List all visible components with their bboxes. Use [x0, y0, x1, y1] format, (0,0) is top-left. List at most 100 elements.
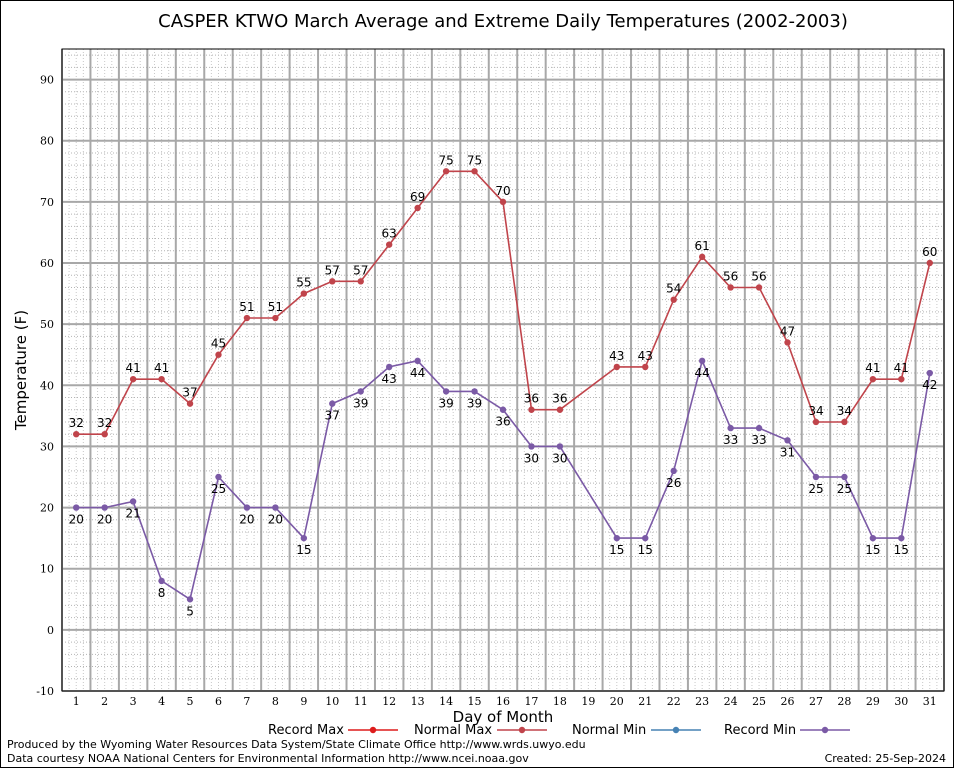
data-point: [755, 284, 763, 291]
x-tick-label: 11: [354, 695, 368, 708]
data-point: [528, 443, 535, 450]
data-point: [186, 596, 194, 603]
x-tick-label: 3: [130, 695, 137, 708]
x-tick-label: 25: [752, 695, 766, 708]
data-point: [670, 467, 677, 475]
data-label: 60: [922, 245, 937, 259]
x-tick-label: 10: [325, 695, 339, 708]
series-line-normal-max: [76, 170, 931, 436]
data-label: 42: [922, 378, 937, 392]
legend: Record Max Normal Max Normal Min Record Min: [268, 723, 850, 738]
data-label: 36: [552, 392, 567, 406]
data-point: [727, 424, 734, 432]
data-label: 15: [638, 543, 653, 557]
data-label: 39: [353, 396, 368, 410]
data-point: [499, 406, 507, 413]
data-label: 47: [780, 324, 795, 338]
data-point: [414, 357, 421, 365]
x-tick-label: 27: [809, 695, 823, 708]
data-point: [73, 504, 80, 511]
x-tick-label: 13: [411, 695, 425, 708]
data-label: 36: [495, 415, 510, 429]
chart-title: CASPER KTWO March Average and Extreme Da…: [158, 11, 848, 32]
data-point: [784, 339, 791, 346]
legend-marker: [369, 726, 377, 734]
data-point: [300, 534, 308, 542]
data-label: 75: [467, 153, 482, 167]
data-point: [898, 534, 905, 542]
data-label: 41: [154, 361, 169, 375]
data-point: [243, 314, 251, 322]
data-point: [129, 375, 137, 383]
data-point: [471, 168, 478, 175]
data-label: 39: [467, 396, 482, 410]
data-point: [812, 418, 820, 426]
y-tick-label: 80: [40, 135, 54, 148]
data-point: [613, 534, 621, 542]
plot-border: [61, 48, 945, 692]
data-point: [926, 259, 933, 267]
data-point: [442, 168, 450, 175]
data-label: 51: [239, 300, 254, 314]
data-point: [642, 363, 649, 371]
data-label: 75: [438, 153, 453, 167]
data-label: 8: [158, 586, 166, 600]
data-label: 37: [325, 409, 340, 423]
data-label: 70: [495, 184, 510, 198]
data-point: [698, 253, 706, 261]
data-point: [329, 400, 336, 407]
data-point: [556, 406, 564, 413]
data-point: [898, 375, 905, 383]
data-point: [869, 375, 877, 383]
data-point: [755, 424, 763, 432]
data-point: [73, 431, 80, 438]
data-label: 30: [552, 451, 567, 465]
data-point: [414, 204, 421, 212]
data-label: 25: [837, 482, 852, 496]
y-tick-label: 50: [40, 318, 54, 331]
series-line-record-min: [76, 358, 931, 601]
x-tick-label: 8: [272, 695, 279, 708]
data-point: [385, 241, 393, 248]
data-point: [698, 357, 706, 365]
y-tick-label: 40: [40, 379, 54, 392]
data-label: 57: [325, 263, 340, 277]
data-point: [300, 290, 308, 297]
data-label: 39: [438, 396, 453, 410]
x-tick-label: 1: [73, 695, 80, 708]
legend-label: Normal Max: [414, 723, 492, 738]
legend-marker: [672, 726, 680, 734]
x-tick-label: 29: [866, 695, 880, 708]
data-labels-layer: 32 32 41 41 37 45 51 51 55 57 57 63 69 75 75 70 36 36 43 43…: [69, 153, 938, 618]
data-label: 20: [97, 513, 112, 527]
data-point: [784, 437, 791, 444]
data-label: 37: [182, 386, 197, 400]
data-label: 36: [524, 392, 539, 406]
data-label: 20: [69, 513, 84, 527]
legend-marker: [821, 726, 829, 734]
data-label: 15: [296, 543, 311, 557]
data-point: [357, 278, 364, 285]
data-label: 32: [97, 416, 112, 430]
data-label: 20: [239, 513, 254, 527]
data-label: 33: [723, 433, 738, 447]
x-tick-label: 28: [837, 695, 851, 708]
data-label: 15: [609, 543, 624, 557]
data-label: 31: [780, 445, 795, 459]
footer-data-courtesy: Data courtesy NOAA National Centers for …: [7, 752, 529, 765]
footer-produced-by: Produced by the Wyoming Water Resources …: [7, 738, 586, 751]
data-label: 69: [410, 190, 425, 204]
y-tick-label: -10: [36, 685, 54, 698]
data-label: 25: [211, 482, 226, 496]
x-tick-label: 4: [158, 695, 165, 708]
x-tick-label: 21: [638, 695, 652, 708]
data-label: 15: [894, 543, 909, 557]
data-point: [926, 369, 933, 377]
data-point: [528, 406, 535, 413]
data-point: [869, 534, 877, 542]
data-point: [499, 198, 507, 206]
y-tick-label: 0: [47, 624, 54, 637]
data-label: 43: [609, 349, 624, 363]
x-axis-label: Day of Month: [453, 708, 554, 726]
